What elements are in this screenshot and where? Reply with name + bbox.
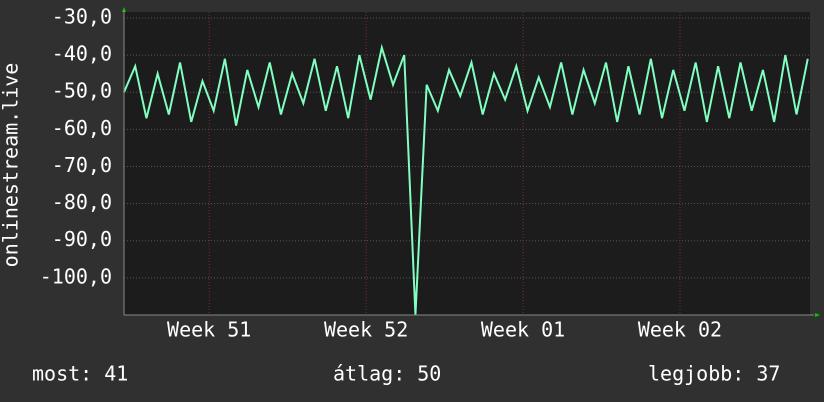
stat-value: 37 bbox=[756, 362, 780, 386]
y-tick-label: -30,0 bbox=[52, 4, 112, 28]
x-tick-label: Week 02 bbox=[638, 318, 722, 342]
y-axis-label: onlinestream.live bbox=[0, 63, 23, 268]
stat-label: most: bbox=[32, 362, 92, 386]
stat-label: legjobb: bbox=[648, 362, 744, 386]
stat-value: 41 bbox=[104, 362, 128, 386]
axis-arrow bbox=[815, 313, 820, 317]
y-tick-label: -70,0 bbox=[52, 153, 112, 177]
y-tick-label: -40,0 bbox=[52, 42, 112, 66]
data-line bbox=[123, 43, 809, 316]
stat-value: 50 bbox=[417, 362, 441, 386]
axis-arrow bbox=[122, 7, 126, 12]
stat-label: átlag: bbox=[333, 362, 405, 386]
y-tick-label: -80,0 bbox=[52, 190, 112, 214]
y-tick-label: -90,0 bbox=[52, 227, 112, 251]
y-tick-label: -50,0 bbox=[52, 79, 112, 103]
x-tick-label: Week 51 bbox=[167, 318, 251, 342]
y-tick-label: -60,0 bbox=[52, 116, 112, 140]
plot-area bbox=[124, 12, 810, 315]
y-tick-label: -100,0 bbox=[40, 264, 112, 288]
x-tick-label: Week 52 bbox=[324, 318, 408, 342]
x-tick-label: Week 01 bbox=[481, 318, 565, 342]
